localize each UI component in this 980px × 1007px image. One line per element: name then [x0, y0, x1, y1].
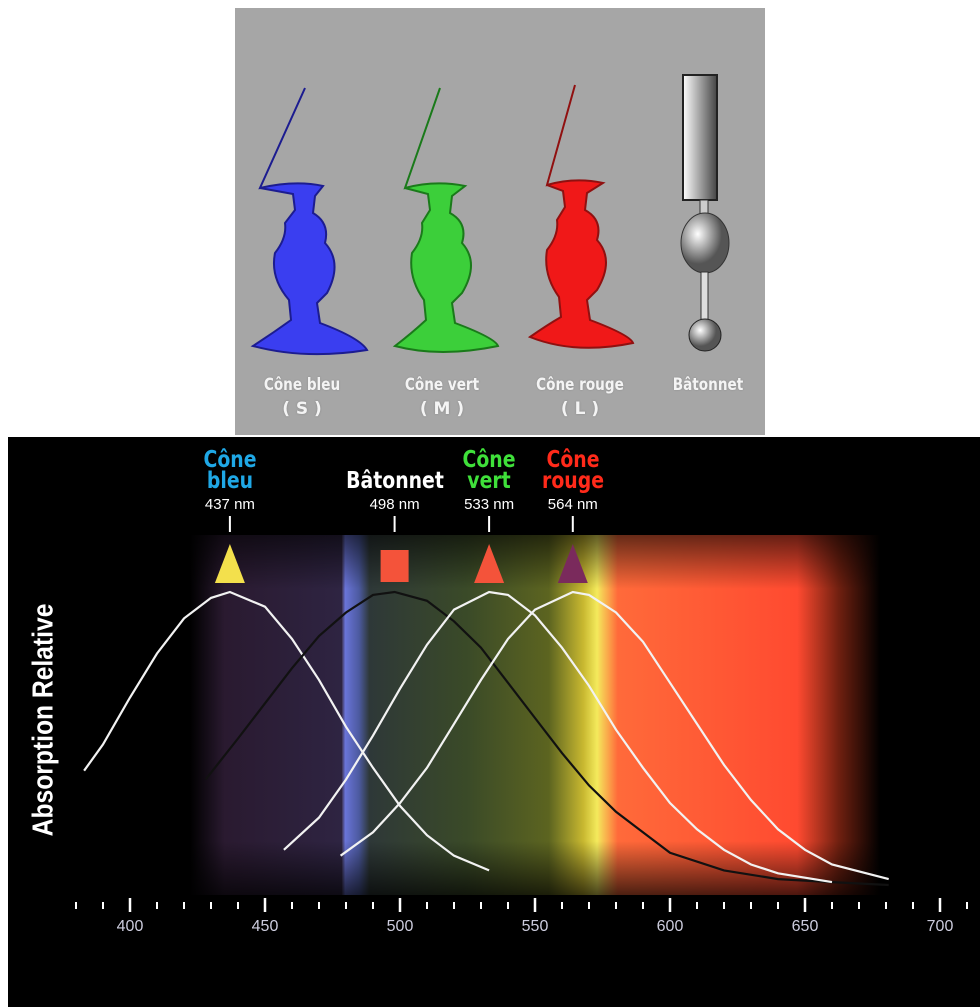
curve — [339, 590, 889, 881]
x-tick-label: 500 — [387, 918, 414, 935]
series-name: Cône bleu — [203, 447, 257, 494]
peak-marker — [557, 544, 588, 583]
peak-label: 498 nm — [370, 496, 420, 513]
cone-red — [527, 84, 635, 349]
peak-label: 564 nm — [548, 496, 598, 513]
cell-label: Cône vert — [404, 375, 480, 395]
cell-sub: ( L ) — [560, 399, 600, 419]
cell-label: Cône rouge — [536, 375, 624, 395]
peak-marker — [380, 550, 409, 582]
cone-blue — [250, 87, 369, 356]
cell-label: Bâtonnet — [672, 375, 744, 395]
x-tick-label: 550 — [522, 918, 549, 935]
curve — [83, 590, 490, 872]
curve — [283, 590, 833, 884]
x-tick-label: 600 — [657, 918, 684, 935]
series-name: Bâtonnet — [345, 468, 444, 494]
x-tick-label: 650 — [792, 918, 819, 935]
peak-marker — [214, 544, 245, 583]
x-tick-label: 400 — [117, 918, 144, 935]
rod — [680, 74, 730, 352]
cell-sub: ( M ) — [419, 399, 465, 419]
series-name: Cône vert — [462, 447, 516, 494]
x-tick-label: 450 — [252, 918, 279, 935]
peak-marker — [474, 544, 505, 583]
cell-label: Cône bleu — [263, 375, 341, 395]
cone-green — [392, 87, 500, 353]
y-axis-label: Absorption Relative — [27, 604, 59, 837]
peak-label: 437 nm — [205, 496, 255, 513]
x-tick-label: 700 — [927, 918, 954, 935]
cell-sub: ( S ) — [282, 399, 322, 419]
spectrum-fade — [190, 535, 880, 895]
series-name: Cône rouge — [541, 447, 604, 494]
peak-label: 533 nm — [464, 496, 514, 513]
curve — [204, 590, 889, 887]
